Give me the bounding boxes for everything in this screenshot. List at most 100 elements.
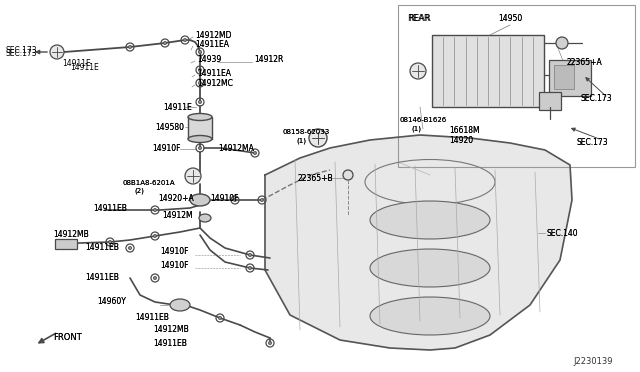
Circle shape: [129, 246, 132, 250]
Text: 14911EB: 14911EB: [93, 203, 127, 212]
Ellipse shape: [199, 214, 211, 222]
Text: SEC.173: SEC.173: [581, 93, 612, 103]
Text: 08146-B1626: 08146-B1626: [400, 117, 447, 123]
Circle shape: [343, 170, 353, 180]
Circle shape: [129, 45, 132, 49]
Circle shape: [163, 41, 166, 45]
Circle shape: [198, 81, 202, 84]
Text: (1): (1): [411, 126, 421, 132]
Circle shape: [234, 198, 237, 202]
Text: J2230139: J2230139: [573, 357, 612, 366]
Text: 14912MA: 14912MA: [218, 144, 254, 153]
Text: 14950: 14950: [498, 13, 522, 22]
Text: 14910F: 14910F: [160, 260, 189, 269]
Text: 14911EB: 14911EB: [85, 244, 119, 253]
Text: (2): (2): [134, 188, 144, 194]
Text: 14911EB: 14911EB: [85, 273, 119, 282]
Text: 14911EB: 14911EB: [85, 273, 119, 282]
Text: 14910F: 14910F: [210, 193, 239, 202]
Text: 14939: 14939: [197, 55, 221, 64]
Text: 14911EB: 14911EB: [135, 314, 169, 323]
Text: 14912M: 14912M: [162, 211, 193, 219]
Text: 14910F: 14910F: [160, 247, 189, 257]
Text: SEC.173: SEC.173: [5, 45, 36, 55]
Text: 14960Y: 14960Y: [97, 298, 126, 307]
Circle shape: [154, 276, 157, 280]
Circle shape: [410, 63, 426, 79]
Text: 14910F: 14910F: [152, 144, 180, 153]
Text: 14911EB: 14911EB: [93, 203, 127, 212]
Text: SEC.140: SEC.140: [547, 228, 579, 237]
Text: 14960Y: 14960Y: [97, 298, 126, 307]
Text: 14912MD: 14912MD: [195, 31, 232, 39]
Bar: [55, 239, 77, 249]
Bar: [539, 92, 561, 110]
Text: 14911EA: 14911EA: [195, 39, 229, 48]
Circle shape: [50, 45, 64, 59]
Text: 14912MC: 14912MC: [197, 78, 233, 87]
Text: 14911EB: 14911EB: [85, 244, 119, 253]
Text: 14912R: 14912R: [254, 55, 284, 64]
Circle shape: [260, 198, 264, 202]
Text: 14911E: 14911E: [62, 58, 91, 67]
Text: 08158-62033: 08158-62033: [283, 129, 330, 135]
Text: 14920+A: 14920+A: [158, 193, 194, 202]
Circle shape: [248, 253, 252, 257]
Text: 08158-62033: 08158-62033: [283, 129, 330, 135]
Circle shape: [198, 100, 202, 103]
Text: 14911EA: 14911EA: [195, 39, 229, 48]
Text: 22365+B: 22365+B: [298, 173, 333, 183]
Text: 14911EA: 14911EA: [197, 68, 231, 77]
Circle shape: [185, 168, 201, 184]
Circle shape: [198, 50, 202, 54]
Circle shape: [154, 234, 157, 238]
Text: 14911E: 14911E: [163, 103, 192, 112]
Ellipse shape: [190, 194, 210, 206]
Text: 14912R: 14912R: [254, 55, 284, 64]
Text: 14920: 14920: [449, 135, 473, 144]
Bar: [554, 65, 574, 89]
Text: 14939: 14939: [197, 55, 221, 64]
Text: (1): (1): [296, 138, 306, 144]
Ellipse shape: [370, 201, 490, 239]
Text: 14920: 14920: [449, 135, 473, 144]
Ellipse shape: [370, 249, 490, 287]
Ellipse shape: [370, 297, 490, 335]
Text: 14910F: 14910F: [160, 260, 189, 269]
Text: 16618M: 16618M: [449, 125, 479, 135]
Text: 08146-B1626: 08146-B1626: [400, 117, 447, 123]
Text: 14912MB: 14912MB: [53, 230, 89, 238]
Text: (1): (1): [411, 126, 421, 132]
Text: FRONT: FRONT: [53, 333, 82, 341]
Text: 14910F: 14910F: [210, 193, 239, 202]
Circle shape: [268, 341, 271, 344]
Text: 14912MB: 14912MB: [53, 230, 89, 238]
Text: (2): (2): [134, 188, 144, 194]
Ellipse shape: [188, 113, 212, 121]
Text: 14911EB: 14911EB: [153, 339, 187, 347]
Text: 14911EB: 14911EB: [153, 339, 187, 347]
Text: (1): (1): [296, 138, 306, 144]
Circle shape: [248, 266, 252, 270]
Circle shape: [253, 151, 257, 155]
Text: 08B1A8-6201A: 08B1A8-6201A: [122, 180, 175, 186]
Text: 14912M: 14912M: [162, 211, 193, 219]
Text: REAR: REAR: [408, 13, 431, 22]
Text: 08B1A8-6201A: 08B1A8-6201A: [122, 180, 175, 186]
Text: 14910F: 14910F: [152, 144, 180, 153]
Text: SEC.173: SEC.173: [577, 138, 609, 147]
Text: 22365+B: 22365+B: [298, 173, 333, 183]
Text: 22365+A: 22365+A: [567, 58, 603, 67]
Text: 14911EA: 14911EA: [197, 68, 231, 77]
Text: 14911E: 14911E: [163, 103, 192, 112]
Circle shape: [218, 317, 221, 320]
Text: 14912MB: 14912MB: [153, 326, 189, 334]
Text: REAR: REAR: [407, 13, 429, 22]
Ellipse shape: [170, 299, 190, 311]
Circle shape: [556, 37, 568, 49]
Bar: [398, 5, 635, 167]
Text: 14912MB: 14912MB: [153, 326, 189, 334]
Text: FRONT: FRONT: [53, 333, 82, 341]
Circle shape: [108, 240, 111, 244]
Text: 14920+A: 14920+A: [158, 193, 194, 202]
